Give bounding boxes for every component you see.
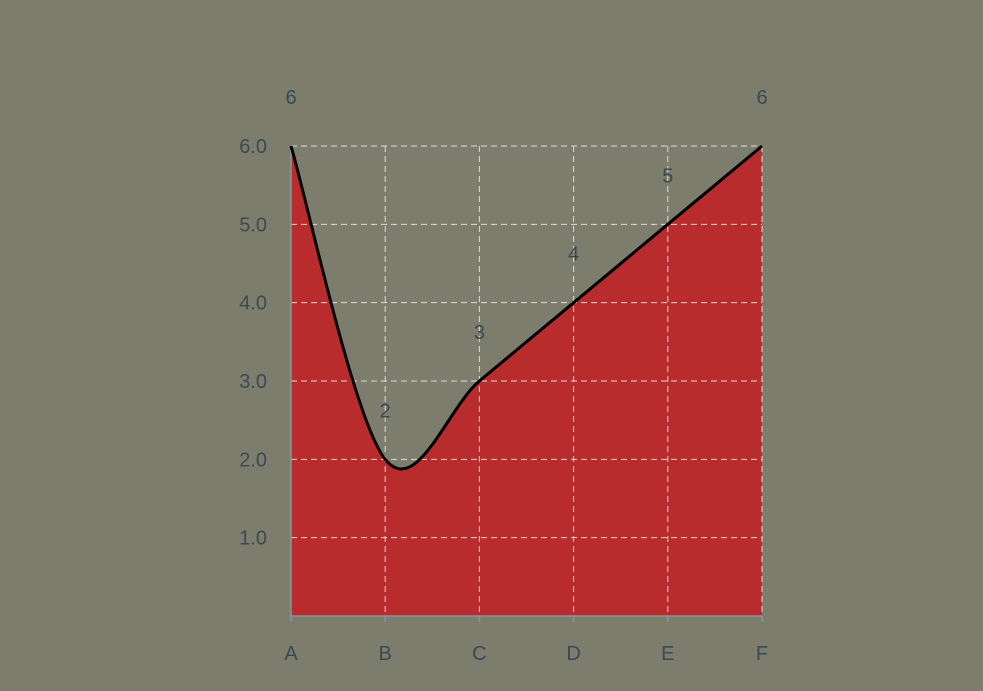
data-label: 3 <box>474 322 485 344</box>
data-label: 5 <box>662 165 673 187</box>
series-line <box>289 144 763 471</box>
data-label: 4 <box>568 244 579 266</box>
x-tick-label: B <box>379 643 392 665</box>
x-tick-label: A <box>284 643 298 665</box>
y-tick-label: 1.0 <box>239 528 267 550</box>
y-tick-label: 6.0 <box>239 136 267 158</box>
y-tick-label: 3.0 <box>239 371 267 393</box>
x-tick-label: F <box>756 643 768 665</box>
x-tick-label: D <box>566 643 580 665</box>
x-axis-ticks: A B C D E F <box>284 643 768 665</box>
x-tick-label: E <box>661 643 674 665</box>
line-layer <box>289 144 763 471</box>
y-axis-ticks: 1.0 2.0 3.0 4.0 5.0 6.0 <box>239 136 267 550</box>
axes-layer <box>290 146 763 622</box>
data-label: 6 <box>756 87 767 109</box>
x-tick-label: C <box>472 643 486 665</box>
data-label: 6 <box>285 87 296 109</box>
data-labels: 6 2 3 4 5 6 <box>285 87 767 422</box>
y-tick-label: 2.0 <box>239 449 267 471</box>
y-tick-label: 4.0 <box>239 293 267 315</box>
data-label: 2 <box>380 400 391 422</box>
y-tick-label: 5.0 <box>239 214 267 236</box>
